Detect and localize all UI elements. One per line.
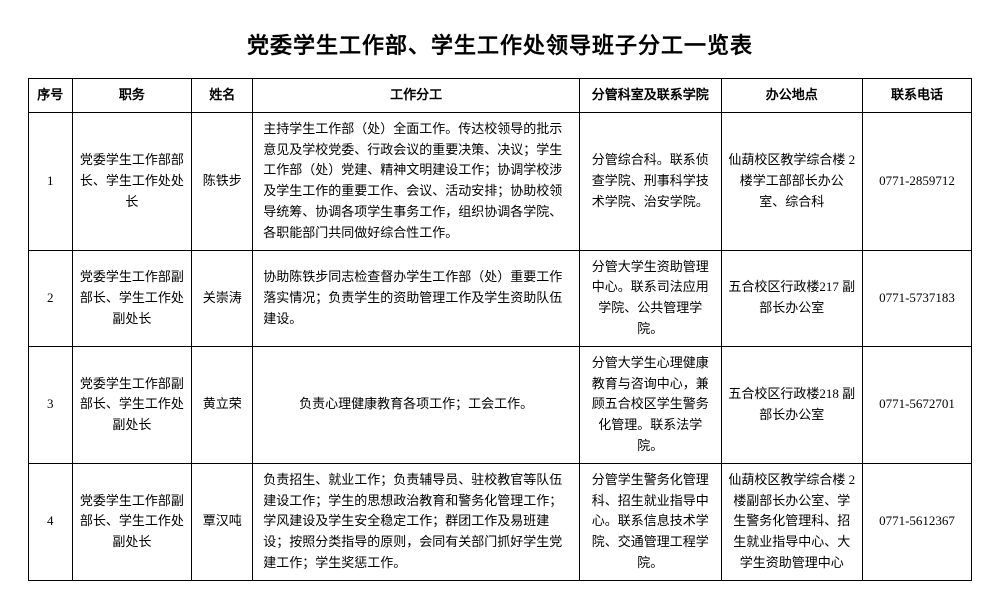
table-row: 4 党委学生工作部副部长、学生工作处副处长 覃汉吨 负责招生、就业工作；负责辅导… [29, 463, 972, 580]
cell-work: 负责招生、就业工作；负责辅导员、驻校教官等队伍建设工作；学生的思想政治教育和警务… [253, 463, 580, 580]
cell-name: 黄立荣 [192, 346, 253, 463]
cell-seq: 3 [29, 346, 73, 463]
cell-name: 关崇涛 [192, 250, 253, 346]
cell-tel: 0771-5672701 [863, 346, 972, 463]
cell-dept: 分管大学生资助管理中心。联系司法应用学院、公共管理学院。 [579, 250, 721, 346]
cell-name: 陈铁步 [192, 112, 253, 250]
cell-work: 主持学生工作部（处）全面工作。传达校领导的批示意见及学校党委、行政会议的重要决策… [253, 112, 580, 250]
col-header-work: 工作分工 [253, 79, 580, 113]
cell-location: 仙葫校区教学综合楼 2 楼学工部部长办公室、综合科 [721, 112, 863, 250]
cell-position: 党委学生工作部副部长、学生工作处副处长 [72, 463, 192, 580]
cell-location: 五合校区行政楼217 副部长办公室 [721, 250, 863, 346]
cell-tel: 0771-5612367 [863, 463, 972, 580]
cell-seq: 4 [29, 463, 73, 580]
cell-dept: 分管学生警务化管理科、招生就业指导中心。联系信息技术学院、交通管理工程学院。 [579, 463, 721, 580]
col-header-seq: 序号 [29, 79, 73, 113]
cell-tel: 0771-5737183 [863, 250, 972, 346]
page-title: 党委学生工作部、学生工作处领导班子分工一览表 [28, 28, 972, 60]
col-header-dept: 分管科室及联系学院 [579, 79, 721, 113]
cell-seq: 1 [29, 112, 73, 250]
table-body: 1 党委学生工作部部长、学生工作处处长 陈铁步 主持学生工作部（处）全面工作。传… [29, 112, 972, 580]
cell-position: 党委学生工作部副部长、学生工作处副处长 [72, 250, 192, 346]
division-table: 序号 职务 姓名 工作分工 分管科室及联系学院 办公地点 联系电话 1 党委学生… [28, 78, 972, 581]
cell-location: 五合校区行政楼218 副部长办公室 [721, 346, 863, 463]
cell-tel: 0771-2859712 [863, 112, 972, 250]
cell-position: 党委学生工作部部长、学生工作处处长 [72, 112, 192, 250]
cell-dept: 分管综合科。联系侦查学院、刑事科学技术学院、治安学院。 [579, 112, 721, 250]
cell-location: 仙葫校区教学综合楼 2 楼副部长办公室、学生警务化管理科、招生就业指导中心、大学… [721, 463, 863, 580]
cell-dept: 分管大学生心理健康教育与咨询中心，兼顾五合校区学生警务化管理。联系法学院。 [579, 346, 721, 463]
col-header-tel: 联系电话 [863, 79, 972, 113]
table-row: 2 党委学生工作部副部长、学生工作处副处长 关崇涛 协助陈铁步同志检查督办学生工… [29, 250, 972, 346]
cell-position: 党委学生工作部副部长、学生工作处副处长 [72, 346, 192, 463]
table-row: 1 党委学生工作部部长、学生工作处处长 陈铁步 主持学生工作部（处）全面工作。传… [29, 112, 972, 250]
cell-work: 负责心理健康教育各项工作；工会工作。 [253, 346, 580, 463]
cell-work: 协助陈铁步同志检查督办学生工作部（处）重要工作落实情况；负责学生的资助管理工作及… [253, 250, 580, 346]
col-header-name: 姓名 [192, 79, 253, 113]
cell-seq: 2 [29, 250, 73, 346]
table-header-row: 序号 职务 姓名 工作分工 分管科室及联系学院 办公地点 联系电话 [29, 79, 972, 113]
col-header-position: 职务 [72, 79, 192, 113]
col-header-location: 办公地点 [721, 79, 863, 113]
cell-name: 覃汉吨 [192, 463, 253, 580]
table-row: 3 党委学生工作部副部长、学生工作处副处长 黄立荣 负责心理健康教育各项工作；工… [29, 346, 972, 463]
